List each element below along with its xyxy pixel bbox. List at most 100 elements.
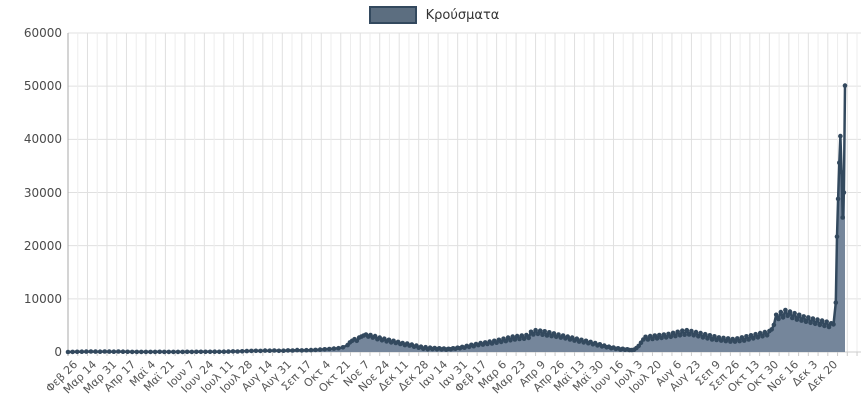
data-point-marker bbox=[682, 332, 687, 338]
legend-label[interactable]: Κρούσματα bbox=[425, 7, 500, 23]
data-point-marker bbox=[689, 328, 694, 334]
data-point-marker bbox=[157, 349, 162, 355]
data-point-marker bbox=[824, 319, 829, 325]
data-point-marker bbox=[670, 330, 676, 336]
data-point-marker bbox=[778, 309, 784, 315]
data-point-marker bbox=[819, 318, 825, 323]
data-point-marker bbox=[693, 329, 699, 335]
y-axis-label: 20000 bbox=[23, 238, 62, 253]
data-point-marker bbox=[285, 348, 291, 353]
data-point-marker bbox=[235, 349, 240, 354]
data-point-marker bbox=[707, 333, 713, 338]
data-point-marker bbox=[826, 324, 832, 330]
data-point-marker bbox=[796, 312, 802, 318]
y-axis-label: 30000 bbox=[23, 185, 62, 200]
data-point-marker bbox=[839, 170, 844, 175]
data-point-marker bbox=[239, 349, 245, 354]
data-point-marker bbox=[194, 349, 199, 355]
data-point-marker bbox=[790, 315, 795, 321]
data-point-marker bbox=[97, 349, 103, 355]
y-axis-label: 50000 bbox=[23, 79, 62, 94]
data-point-marker bbox=[272, 348, 277, 353]
data-point-marker bbox=[746, 337, 751, 342]
data-point-marker bbox=[675, 329, 680, 335]
data-point-marker bbox=[267, 348, 273, 354]
data-point-marker bbox=[249, 348, 254, 354]
data-point-marker bbox=[716, 335, 722, 340]
data-point-marker bbox=[290, 348, 295, 353]
data-point-marker bbox=[785, 313, 790, 319]
data-point-marker bbox=[764, 333, 770, 338]
data-point-marker bbox=[721, 335, 726, 341]
data-point-marker bbox=[792, 310, 797, 316]
y-axis-label: 0 bbox=[54, 345, 62, 359]
legend: Κρούσματα bbox=[0, 6, 868, 24]
data-point-marker bbox=[189, 349, 195, 355]
data-point-marker bbox=[299, 348, 305, 353]
data-point-marker bbox=[148, 349, 153, 355]
y-axis-label: 10000 bbox=[23, 291, 62, 306]
data-point-marker bbox=[508, 338, 513, 343]
data-point-marker bbox=[794, 317, 800, 322]
data-point-marker bbox=[519, 333, 525, 338]
data-point-marker bbox=[143, 349, 149, 355]
data-point-marker bbox=[822, 323, 827, 329]
data-point-marker bbox=[737, 338, 742, 344]
data-point-marker bbox=[88, 349, 94, 354]
data-point-marker bbox=[262, 348, 268, 353]
data-point-marker bbox=[776, 316, 781, 322]
data-point-marker bbox=[175, 349, 181, 355]
data-point-marker bbox=[521, 336, 527, 342]
data-point-marker bbox=[725, 336, 731, 341]
data-point-marker bbox=[526, 335, 531, 341]
data-point-marker bbox=[837, 160, 842, 165]
data-point-marker bbox=[709, 337, 715, 342]
data-point-marker bbox=[180, 349, 185, 355]
data-point-marker bbox=[668, 334, 674, 340]
data-point-marker bbox=[712, 334, 717, 339]
data-point-marker bbox=[107, 349, 112, 354]
data-point-marker bbox=[253, 348, 259, 354]
data-point-marker bbox=[831, 322, 836, 327]
data-point-marker bbox=[111, 349, 117, 355]
data-point-marker bbox=[537, 328, 543, 334]
data-point-marker bbox=[810, 316, 816, 321]
data-point-marker bbox=[700, 335, 706, 340]
data-point-marker bbox=[684, 327, 690, 333]
data-point-marker bbox=[533, 327, 538, 333]
data-point-marker bbox=[517, 336, 522, 342]
data-point-marker bbox=[198, 349, 204, 355]
data-point-marker bbox=[808, 320, 813, 326]
legend-swatch-icon[interactable] bbox=[368, 6, 417, 24]
data-point-marker bbox=[769, 327, 774, 332]
data-point-marker bbox=[780, 315, 786, 320]
data-point-marker bbox=[327, 346, 332, 352]
data-point-marker bbox=[184, 349, 190, 355]
data-point-marker bbox=[226, 349, 231, 354]
data-point-marker bbox=[221, 349, 227, 355]
data-point-marker bbox=[739, 335, 745, 340]
data-point-marker bbox=[817, 322, 823, 328]
data-point-marker bbox=[102, 349, 107, 354]
data-point-marker bbox=[304, 347, 309, 353]
data-point-marker bbox=[650, 336, 655, 342]
data-point-marker bbox=[677, 333, 683, 338]
data-point-marker bbox=[166, 349, 172, 355]
data-point-marker bbox=[799, 318, 804, 323]
data-point-marker bbox=[120, 349, 126, 355]
data-point-marker bbox=[833, 300, 839, 305]
data-point-marker bbox=[203, 349, 208, 355]
data-point-marker bbox=[294, 347, 300, 353]
data-point-marker bbox=[551, 331, 557, 336]
data-point-marker bbox=[542, 329, 547, 334]
data-point-marker bbox=[762, 329, 768, 335]
data-point-marker bbox=[217, 349, 222, 355]
data-point-marker bbox=[834, 234, 840, 239]
data-point-marker bbox=[840, 215, 845, 220]
data-point-marker bbox=[84, 349, 89, 354]
data-point-marker bbox=[544, 333, 550, 338]
data-point-marker bbox=[70, 349, 75, 355]
data-point-marker bbox=[691, 333, 696, 338]
data-point-marker bbox=[755, 335, 761, 340]
data-point-marker bbox=[230, 349, 236, 354]
